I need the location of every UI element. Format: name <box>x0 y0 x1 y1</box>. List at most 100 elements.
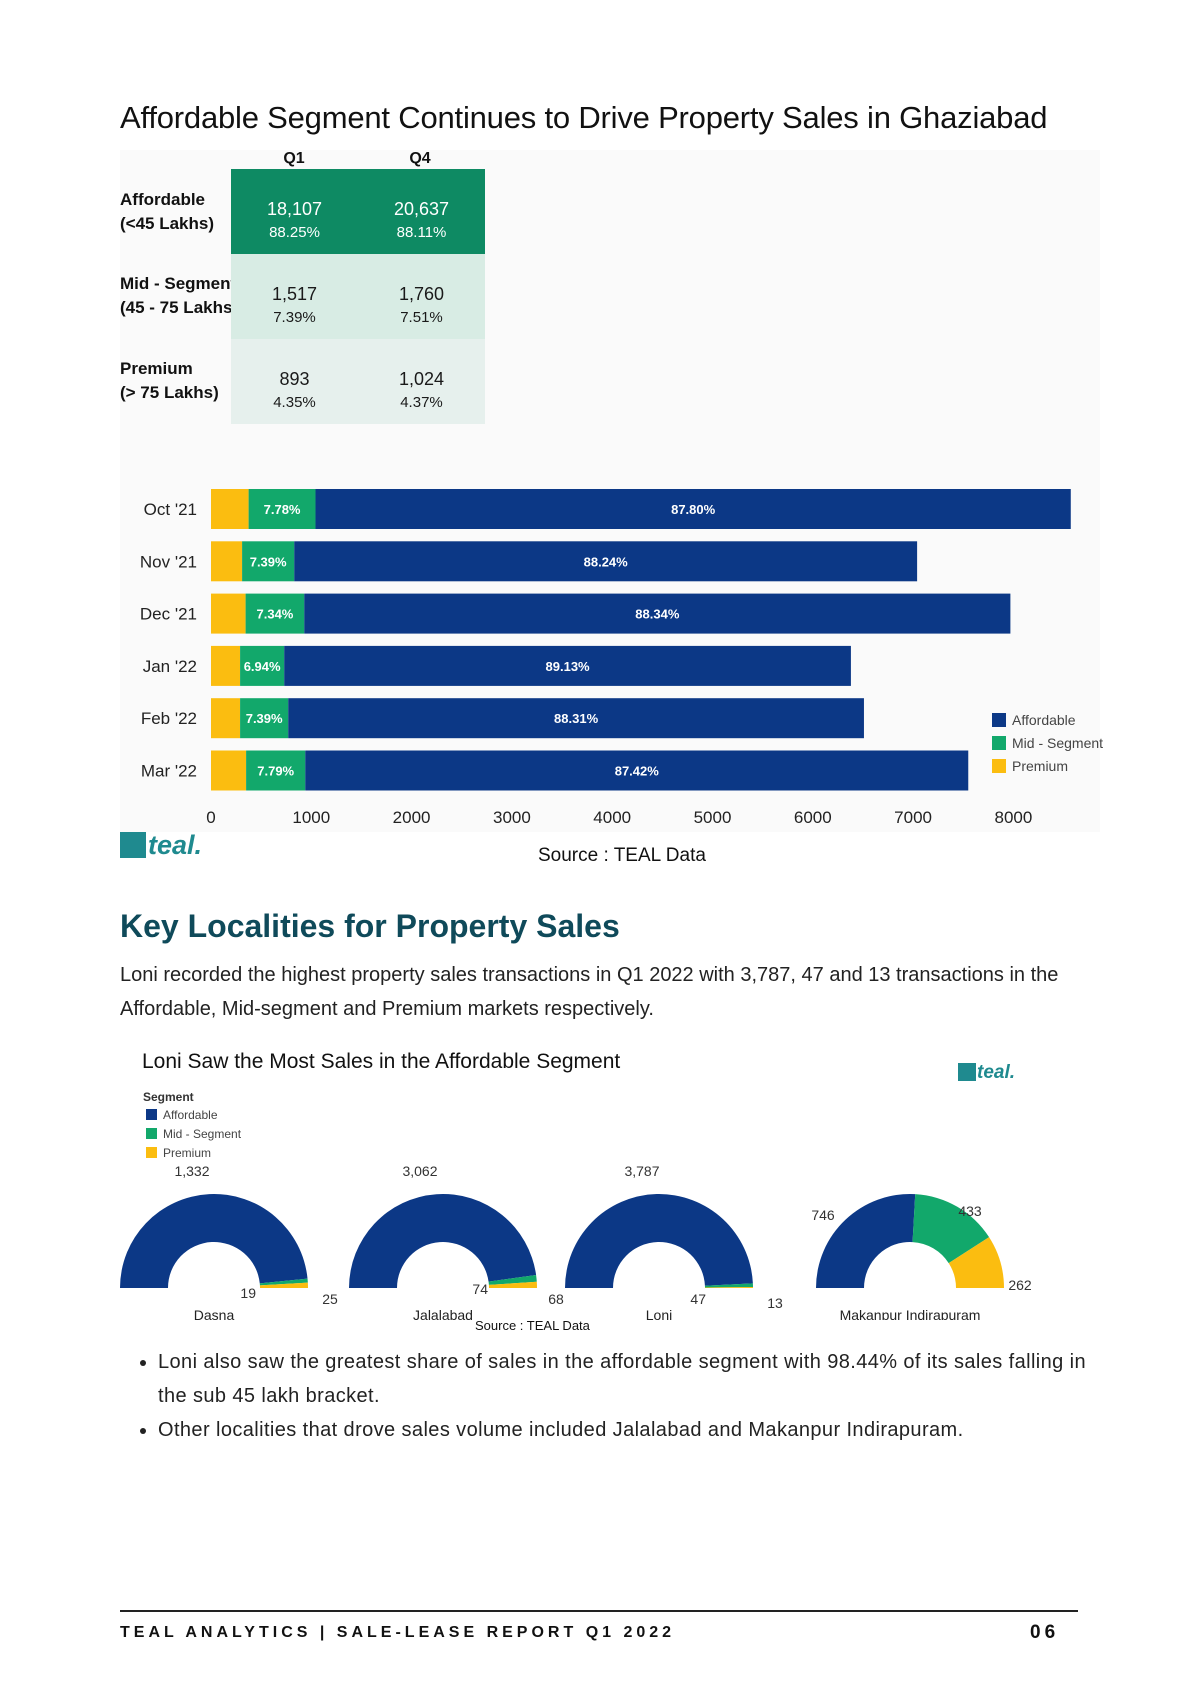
table-cell: 1,760 7.51% <box>358 254 485 339</box>
bar-segment-affordable <box>315 489 1071 529</box>
bar-segment-mid-segment <box>246 750 306 791</box>
bar-segment-premium <box>211 489 249 529</box>
bar-data-label: 88.31% <box>554 711 599 726</box>
bar-segment-affordable <box>288 698 864 739</box>
donut-slice <box>816 1194 916 1288</box>
bar-segment-mid-segment <box>245 593 305 634</box>
donut-category-label: Loni <box>646 1307 672 1320</box>
legend-label: Affordable <box>1012 712 1076 728</box>
cell-percent: 4.35% <box>273 394 316 411</box>
row-label-line: (> 75 Lakhs) <box>120 383 219 402</box>
legend-swatch <box>992 736 1006 750</box>
bar-segment-mid-segment <box>240 645 285 686</box>
semi-donut-charts: 1,332 19 25 Dasna 3,062 74 68 Jalalabad 3,787 47 1… <box>120 1163 1032 1320</box>
donut-chart-source: Source : TEAL Data <box>475 1318 590 1333</box>
row-label-line: (45 - 75 Lakhs) <box>120 298 239 317</box>
donut-value-label: 19 <box>240 1285 256 1301</box>
donut-value-label: 25 <box>322 1291 338 1307</box>
bar-data-label: 7.34% <box>257 607 294 622</box>
bar-data-label: 88.34% <box>635 607 680 622</box>
cell-percent: 4.37% <box>400 394 443 411</box>
donut-category-label: Makanpur Indirapuram <box>840 1307 981 1320</box>
cell-percent: 7.39% <box>273 309 316 326</box>
cell-value: 1,024 <box>398 369 445 389</box>
donut-value-label: 68 <box>548 1291 564 1307</box>
bar-data-label: 7.78% <box>264 502 301 517</box>
bar-data-label: 87.42% <box>615 764 660 779</box>
x-tick-label: 8000 <box>994 808 1032 827</box>
bar-segment-affordable <box>284 645 851 686</box>
bar-data-label: 7.39% <box>246 711 283 726</box>
bar-data-label: 6.94% <box>244 659 281 674</box>
legend-item-affordable: Affordable <box>146 1108 218 1122</box>
y-tick-label: Feb '22 <box>141 709 197 728</box>
y-tick-label: Oct '21 <box>144 500 197 519</box>
donut-value-label: 13 <box>767 1295 783 1311</box>
donut-slice <box>912 1194 990 1264</box>
x-tick-label: 6000 <box>794 808 832 827</box>
cell-percent: 88.25% <box>269 224 320 241</box>
donut-slice <box>948 1237 1004 1288</box>
bullet-item: Loni also saw the greatest share of sale… <box>158 1345 1118 1413</box>
cell-value: 1,760 <box>398 284 445 304</box>
legend-swatch <box>146 1109 157 1120</box>
legend-swatch <box>992 759 1006 773</box>
teal-logo-mark <box>958 1063 976 1081</box>
row-label-line: Premium <box>120 359 193 378</box>
bar-segment-mid-segment <box>242 541 295 582</box>
legend-label: Premium <box>163 1146 212 1160</box>
bar-segment-affordable <box>305 750 969 791</box>
column-header-q1: Q1 <box>283 150 305 167</box>
donut-value-label: 746 <box>811 1207 835 1223</box>
y-tick-label: Mar '22 <box>141 762 197 781</box>
table-cell: 893 4.35% <box>231 339 358 424</box>
legend-swatch <box>992 713 1006 727</box>
donut-slice <box>120 1194 308 1288</box>
table-cell: 1,024 4.37% <box>358 339 485 424</box>
donut-chart-title: Loni Saw the Most Sales in the Affordabl… <box>142 1050 621 1073</box>
teal-logo-text: teal. <box>977 1062 1016 1083</box>
bar-data-label: 7.79% <box>257 764 294 779</box>
bar-segment-premium <box>211 593 246 634</box>
legend-label: Affordable <box>163 1108 218 1122</box>
bullet-item: Other localities that drove sales volume… <box>158 1413 1118 1447</box>
donut-value-label: 3,787 <box>624 1163 659 1179</box>
bar-segment-premium <box>211 645 241 686</box>
y-tick-label: Dec '21 <box>140 605 197 624</box>
donut-slice <box>704 1283 753 1288</box>
bar-segment-premium <box>211 541 243 582</box>
legend-label: Premium <box>1012 758 1068 774</box>
teal-logo-mark <box>120 832 146 858</box>
donut-slice <box>259 1278 308 1286</box>
x-tick-label: 7000 <box>894 808 932 827</box>
bar-data-label: 7.39% <box>250 554 287 569</box>
bar-segment-premium <box>211 750 247 791</box>
x-tick-label: 0 <box>206 808 215 827</box>
x-tick-label: 2000 <box>393 808 431 827</box>
bar-segment-mid-segment <box>248 489 316 529</box>
legend-item-mid-segment: Mid - Segment <box>146 1127 241 1141</box>
bullet-list: Loni also saw the greatest share of sale… <box>120 1345 1118 1447</box>
bar-segment-premium <box>211 698 241 739</box>
section-paragraph: Loni recorded the highest property sales… <box>120 964 1059 1020</box>
legend-swatch <box>146 1128 157 1139</box>
donut-category-label: Jalalabad <box>413 1307 473 1320</box>
page-title: Affordable Segment Continues to Drive Pr… <box>120 100 1048 135</box>
page-number: 06 <box>1030 1622 1060 1643</box>
cell-percent: 7.51% <box>400 309 443 326</box>
cell-value: 1,517 <box>271 284 318 304</box>
section-heading: Key Localities for Property Sales <box>120 908 620 944</box>
stacked-bar-chart: Oct '21 7.78% 87.80% Nov '21 7.39% 88.24% Dec … <box>120 480 1103 832</box>
donut-value-label: 262 <box>1008 1277 1032 1293</box>
bar-segment-affordable <box>294 541 918 582</box>
donut-slice <box>259 1282 308 1288</box>
legend-label: Mid - Segment <box>1012 735 1103 751</box>
cell-value: 20,637 <box>393 199 450 219</box>
teal-logo-text: teal. <box>148 830 203 860</box>
donut-value-label: 74 <box>472 1281 488 1297</box>
bar-data-label: 87.80% <box>671 502 716 517</box>
row-label-line: (<45 Lakhs) <box>120 214 215 233</box>
table-cell: 1,517 7.39% <box>231 254 358 339</box>
x-tick-label: 1000 <box>292 808 330 827</box>
donut-slice <box>565 1193 753 1288</box>
